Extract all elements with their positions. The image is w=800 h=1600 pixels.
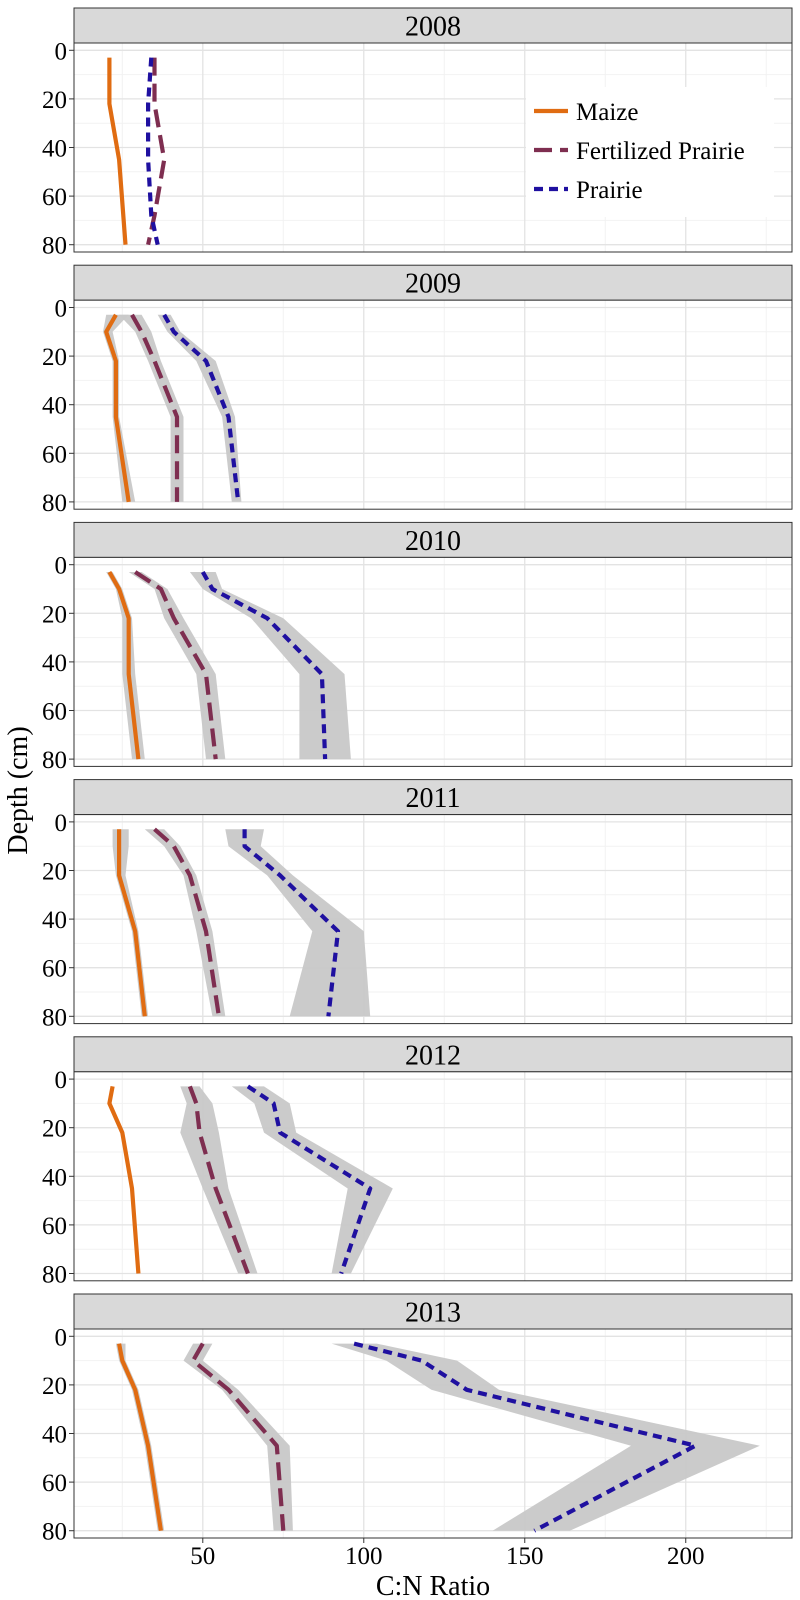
y-tick-label: 40 <box>42 1422 67 1449</box>
ribbon-prairie <box>331 1343 760 1531</box>
series-line-fertilized-prairie <box>191 1342 286 1531</box>
strip-label: 2011 <box>406 783 461 814</box>
y-tick-label: 0 <box>55 1067 68 1094</box>
series-line-prairie <box>200 570 328 760</box>
y-tick-label: 40 <box>42 1164 67 1191</box>
y-tick-label: 40 <box>42 907 67 934</box>
strip-background <box>73 1036 793 1073</box>
series-line-maize <box>107 1086 141 1274</box>
y-tick-label: 20 <box>42 1116 67 1143</box>
gridlines <box>74 557 792 767</box>
legend: Maize Fertilized Prairie Prairie <box>526 87 774 217</box>
y-tick-label: 40 <box>42 136 67 163</box>
x-tick-label: 150 <box>506 1543 544 1570</box>
strip-label: 2008 <box>405 12 461 43</box>
legend-label-fertilized-prairie: Fertilized Prairie <box>576 138 745 165</box>
x-tick-label: 200 <box>667 1543 705 1570</box>
panel-2011: 2011 0 20 40 60 80 <box>42 779 793 1031</box>
panel-2009: 2009 0 20 40 60 80 <box>42 264 793 517</box>
strip-label: 2010 <box>405 526 461 557</box>
series-line-prairie <box>242 829 341 1017</box>
ribbon-prairie <box>231 1086 393 1274</box>
panel-2008: 2008 0 20 40 60 80 Maize Fertilized Prairie Prai… <box>42 7 793 260</box>
strip-label: 2012 <box>405 1040 461 1071</box>
y-tick-label: 20 <box>42 601 67 628</box>
x-axis-title: C:N Ratio <box>376 1571 490 1600</box>
y-tick-label: 20 <box>42 858 67 885</box>
legend-label-maize: Maize <box>576 99 638 126</box>
panel-2010: 2010 0 20 40 60 80 <box>42 521 793 774</box>
y-tick-label: 0 <box>55 553 68 580</box>
strip-label: 2009 <box>405 269 461 300</box>
y-tick-label: 80 <box>42 1519 67 1546</box>
x-tick-label: 100 <box>345 1543 383 1570</box>
x-tick-label: 50 <box>190 1543 215 1570</box>
gridlines <box>74 1071 792 1281</box>
series-line-prairie <box>246 1084 373 1275</box>
y-tick-label: 20 <box>42 344 67 371</box>
gridlines <box>74 43 792 252</box>
series-line-maize <box>107 570 141 760</box>
y-tick-label: 0 <box>55 810 68 837</box>
y-tick-label: 0 <box>55 38 68 65</box>
series-line-prairie <box>162 313 241 503</box>
y-tick-label: 60 <box>42 441 67 468</box>
gridlines <box>74 814 792 1024</box>
strip-background <box>73 7 793 44</box>
panel-2013: 2013 0 20 40 60 80 50 100 150 200 <box>42 1293 793 1570</box>
strip-background <box>73 1293 793 1330</box>
series-line-fertilized-prairie <box>134 570 218 760</box>
strip-label: 2013 <box>405 1298 461 1329</box>
series-line-maize <box>107 57 128 245</box>
y-tick-label: 40 <box>42 393 67 420</box>
y-tick-label: 60 <box>42 1470 67 1497</box>
y-tick-label: 60 <box>42 184 67 211</box>
series-line-maize <box>104 313 131 503</box>
series-line-fertilized-prairie <box>130 313 180 502</box>
ribbon-fertilized-prairie <box>183 1343 293 1531</box>
y-tick-label: 80 <box>42 747 67 774</box>
ribbon-fertilized-prairie <box>180 1086 258 1274</box>
y-tick-label: 20 <box>42 1373 67 1400</box>
series-line-maize <box>117 829 147 1017</box>
legend-label-prairie: Prairie <box>576 177 643 204</box>
y-axis-title: Depth (cm) <box>3 726 34 854</box>
y-tick-label: 20 <box>42 87 67 114</box>
series-line-prairie <box>146 57 160 246</box>
ribbon-maize <box>103 314 136 502</box>
series-line-fertilized-prairie <box>187 1085 250 1275</box>
panel-2012: 2012 0 20 40 60 80 <box>42 1036 793 1289</box>
y-tick-label: 0 <box>55 295 68 322</box>
y-tick-label: 60 <box>42 699 67 726</box>
ribbon-fertilized-prairie <box>128 572 226 760</box>
y-tick-label: 40 <box>42 650 67 677</box>
series-line-prairie <box>353 1341 698 1533</box>
y-tick-label: 80 <box>42 490 67 517</box>
series-line-maize <box>117 1343 163 1532</box>
y-tick-label: 60 <box>42 956 67 983</box>
y-tick-label: 80 <box>42 233 67 260</box>
ribbon-prairie <box>189 572 351 760</box>
y-tick-label: 80 <box>42 1262 67 1289</box>
strip-background <box>73 521 793 558</box>
y-tick-label: 80 <box>42 1004 67 1031</box>
series-line-fertilized-prairie <box>153 827 221 1017</box>
y-tick-label: 60 <box>42 1213 67 1240</box>
ribbon-fertilized-prairie <box>144 829 226 1017</box>
strip-background <box>73 264 793 301</box>
y-tick-label: 0 <box>55 1324 68 1351</box>
